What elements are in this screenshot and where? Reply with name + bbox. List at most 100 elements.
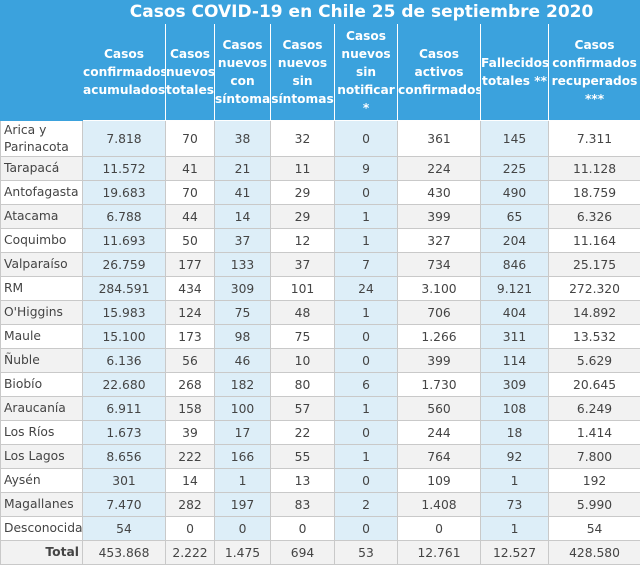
- total-deaths: 12.527: [481, 541, 549, 565]
- cell-new-asymptomatic: 0: [271, 517, 335, 541]
- cell-confirmed-cumulative: 22.680: [83, 373, 166, 397]
- total-new-asymptomatic: 694: [271, 541, 335, 565]
- cell-confirmed-cumulative: 15.100: [83, 325, 166, 349]
- cell-deaths: 65: [481, 205, 549, 229]
- cell-deaths: 92: [481, 445, 549, 469]
- cell-new-unreported: 0: [335, 517, 398, 541]
- cell-confirmed-cumulative: 7.470: [83, 493, 166, 517]
- cell-new-symptomatic: 41: [215, 181, 271, 205]
- cell-region: Biobío: [1, 373, 83, 397]
- cell-confirmed-cumulative: 11.572: [83, 157, 166, 181]
- cell-new-unreported: 1: [335, 205, 398, 229]
- cell-recovered: 5.629: [549, 349, 640, 373]
- cell-new-unreported: 0: [335, 121, 398, 157]
- cell-new-total: 0: [166, 517, 215, 541]
- cell-new-asymptomatic: 22: [271, 421, 335, 445]
- cell-region: Coquimbo: [1, 229, 83, 253]
- cell-active: 1.730: [398, 373, 481, 397]
- cell-deaths: 311: [481, 325, 549, 349]
- cell-new-total: 173: [166, 325, 215, 349]
- cell-new-unreported: 6: [335, 373, 398, 397]
- cell-recovered: 7.311: [549, 121, 640, 157]
- cell-region: Aysén: [1, 469, 83, 493]
- cell-deaths: 1: [481, 517, 549, 541]
- cell-region: Valparaíso: [1, 253, 83, 277]
- cell-active: 399: [398, 349, 481, 373]
- cell-new-symptomatic: 75: [215, 301, 271, 325]
- cell-active: 430: [398, 181, 481, 205]
- cell-new-symptomatic: 37: [215, 229, 271, 253]
- cell-recovered: 18.759: [549, 181, 640, 205]
- cell-new-unreported: 1: [335, 301, 398, 325]
- cell-active: 244: [398, 421, 481, 445]
- cell-recovered: 14.892: [549, 301, 640, 325]
- cell-new-asymptomatic: 12: [271, 229, 335, 253]
- header-new-total: Casos nuevos totales: [166, 24, 215, 121]
- cell-active: 734: [398, 253, 481, 277]
- cell-new-asymptomatic: 57: [271, 397, 335, 421]
- header-confirmed-cumulative: Casos confirmados acumulados: [83, 24, 166, 121]
- cell-deaths: 204: [481, 229, 549, 253]
- header-recovered: Casos confirmados recuperados ***: [549, 24, 640, 121]
- cell-recovered: 13.532: [549, 325, 640, 349]
- cell-new-unreported: 24: [335, 277, 398, 301]
- cell-new-symptomatic: 182: [215, 373, 271, 397]
- header-new-asymptomatic: Casos nuevos sin síntomas: [271, 24, 335, 121]
- cell-new-asymptomatic: 29: [271, 181, 335, 205]
- cell-deaths: 18: [481, 421, 549, 445]
- cell-new-asymptomatic: 32: [271, 121, 335, 157]
- cell-confirmed-cumulative: 26.759: [83, 253, 166, 277]
- cell-new-total: 70: [166, 181, 215, 205]
- cell-new-unreported: 2: [335, 493, 398, 517]
- cell-new-total: 50: [166, 229, 215, 253]
- cell-region: Maule: [1, 325, 83, 349]
- cell-new-symptomatic: 21: [215, 157, 271, 181]
- cell-confirmed-cumulative: 11.693: [83, 229, 166, 253]
- header-deaths: Fallecidos totales **: [481, 24, 549, 121]
- cell-new-asymptomatic: 75: [271, 325, 335, 349]
- cell-confirmed-cumulative: 19.683: [83, 181, 166, 205]
- cell-new-total: 56: [166, 349, 215, 373]
- cell-active: 224: [398, 157, 481, 181]
- cell-active: 361: [398, 121, 481, 157]
- cell-new-unreported: 1: [335, 397, 398, 421]
- cell-new-symptomatic: 100: [215, 397, 271, 421]
- cell-active: 764: [398, 445, 481, 469]
- cell-active: 706: [398, 301, 481, 325]
- cell-active: 0: [398, 517, 481, 541]
- cell-new-asymptomatic: 13: [271, 469, 335, 493]
- cell-active: 1.408: [398, 493, 481, 517]
- cell-new-symptomatic: 17: [215, 421, 271, 445]
- cell-new-asymptomatic: 80: [271, 373, 335, 397]
- cell-new-symptomatic: 38: [215, 121, 271, 157]
- cell-deaths: 145: [481, 121, 549, 157]
- cell-new-total: 41: [166, 157, 215, 181]
- title-row: Casos COVID-19 en Chile 25 de septiembre…: [1, 1, 640, 24]
- total-recovered: 428.580: [549, 541, 640, 565]
- cell-active: 399: [398, 205, 481, 229]
- cell-recovered: 272.320: [549, 277, 640, 301]
- cell-region: Atacama: [1, 205, 83, 229]
- cell-new-total: 70: [166, 121, 215, 157]
- cell-new-asymptomatic: 101: [271, 277, 335, 301]
- total-new-unreported: 53: [335, 541, 398, 565]
- cell-deaths: 114: [481, 349, 549, 373]
- cell-confirmed-cumulative: 1.673: [83, 421, 166, 445]
- cell-deaths: 225: [481, 157, 549, 181]
- cell-new-total: 268: [166, 373, 215, 397]
- cell-new-total: 434: [166, 277, 215, 301]
